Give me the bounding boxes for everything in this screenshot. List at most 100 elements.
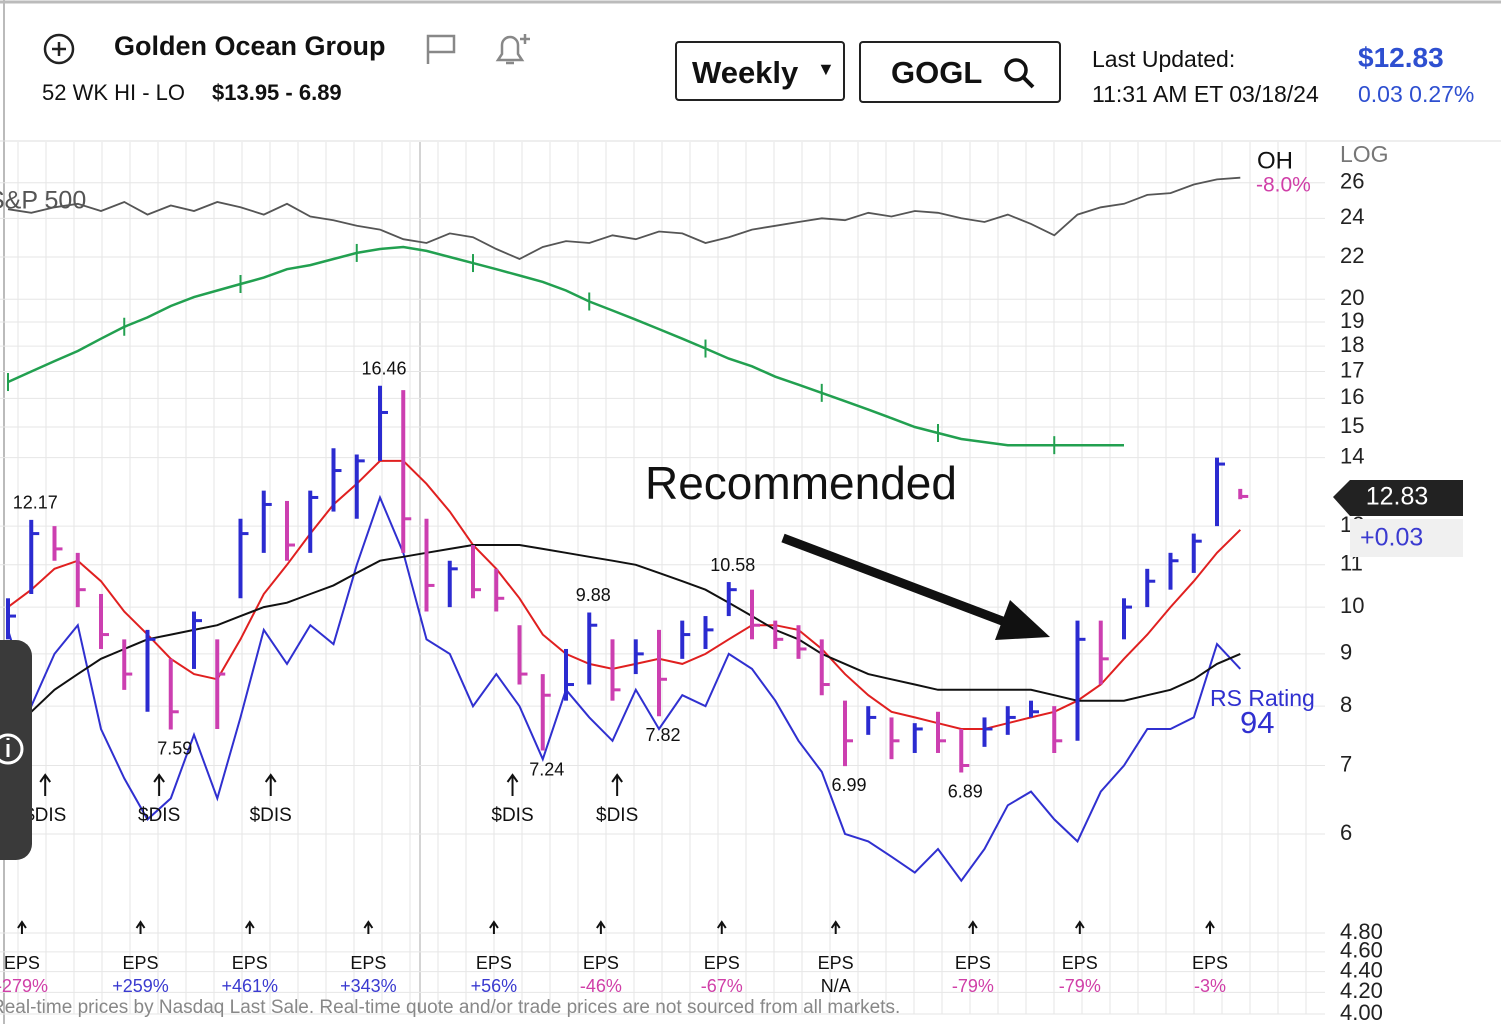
vertical-grid: [0, 142, 1325, 1015]
price-label: 7.24: [529, 759, 564, 779]
y-tick-label: 4.40: [1340, 957, 1383, 982]
earnings-arrow: [244, 920, 255, 934]
y-tick-label: 17: [1340, 357, 1364, 382]
rs-rating: 94: [1240, 705, 1274, 740]
price-change: 0.03 0.27%: [1358, 81, 1475, 107]
price-label: 7.59: [157, 738, 192, 758]
earnings-change: -67%: [701, 976, 743, 996]
y-tick-label: 7: [1340, 751, 1352, 776]
earnings-label: EPS: [955, 953, 991, 973]
dividend-arrow: [153, 773, 165, 796]
price-label: 12.17: [13, 493, 58, 513]
dividend-label: $DIS: [138, 805, 180, 826]
earnings-label: EPS: [123, 953, 159, 973]
rs-line: [7, 494, 1242, 883]
earnings-change: +259%: [112, 976, 169, 996]
side-tab: [0, 640, 32, 860]
earnings-label: EPS: [4, 953, 40, 973]
dropdown-caret: ▼: [817, 59, 835, 79]
y-tick-label: 10: [1340, 593, 1364, 618]
dividend-label: $DIS: [250, 805, 292, 826]
earnings-label: EPS: [476, 953, 512, 973]
earnings-change: -79%: [952, 976, 994, 996]
symbol-search[interactable]: GOGL: [859, 41, 1061, 103]
y-tick-label: 6: [1340, 820, 1352, 845]
y-tick-label: 4.00: [1340, 1000, 1383, 1024]
price-label: 6.89: [948, 781, 983, 801]
dividend-label: $DIS: [596, 805, 638, 826]
price-label: 9.88: [576, 585, 611, 605]
y-tick-label: 4.60: [1340, 938, 1383, 963]
moving-average: [30, 544, 1241, 713]
earnings-label: EPS: [232, 953, 268, 973]
earnings-arrow: [716, 920, 727, 934]
earnings-label: EPS: [583, 953, 619, 973]
earnings-label: EPS: [818, 953, 854, 973]
change-tag-value: +0.03: [1360, 524, 1423, 552]
earnings-change: +56%: [471, 976, 518, 996]
annotation-arrowhead: [995, 600, 1050, 640]
y-tick-label: 15: [1340, 413, 1364, 438]
earnings-change: -46%: [580, 976, 622, 996]
earnings-arrow: [830, 920, 841, 934]
scale-label: LOG: [1340, 141, 1389, 167]
index-name: S&P 500: [0, 187, 86, 215]
dividend-arrow: [611, 773, 623, 796]
price-label: 7.82: [645, 725, 680, 745]
earnings-change: +343%: [340, 976, 397, 996]
dividend-label: $DIS: [491, 805, 533, 826]
annotation-arrow: [781, 533, 1007, 627]
y-tick-label: 19: [1340, 308, 1364, 333]
updated-label: Last Updated:: [1092, 46, 1236, 72]
y-tick-label: 14: [1340, 443, 1364, 468]
earnings-arrow: [1074, 920, 1085, 934]
price-label: 10.58: [710, 555, 755, 575]
earnings-label: EPS: [704, 953, 740, 973]
earnings-arrow: [135, 920, 146, 934]
annotation: Recommended: [645, 457, 957, 509]
symbol: GOGL: [891, 55, 983, 90]
price: $12.83: [1358, 42, 1444, 73]
index-line: [7, 176, 1241, 260]
interval-select[interactable]: Weekly ▼: [675, 41, 845, 101]
range-value: $13.95 - 6.89: [212, 80, 342, 105]
y-tick-label: 24: [1340, 204, 1364, 229]
interval: Weekly: [692, 55, 799, 90]
rs-name: RS Rating: [1210, 685, 1315, 711]
price-tag-value: 12.83: [1366, 483, 1429, 511]
earnings-label: EPS: [350, 953, 386, 973]
earnings-change: N/A: [821, 976, 851, 996]
title: Golden Ocean Group: [114, 31, 386, 61]
flag-icon[interactable]: [424, 32, 458, 71]
footer: Real-time prices by Nasdaq Last Sale. Re…: [0, 997, 900, 1018]
y-tick-label: 8: [1340, 692, 1352, 717]
earnings-change: -279%: [0, 976, 48, 996]
index-change: -8.0%: [1256, 174, 1311, 197]
info-icon: [0, 733, 24, 765]
price-tag: [1333, 480, 1463, 516]
price-label: 16.46: [361, 359, 406, 379]
earnings-arrow: [17, 920, 27, 934]
search-icon: [1004, 58, 1035, 89]
y-tick-label: 16: [1340, 384, 1364, 409]
y-tick-label: 20: [1340, 285, 1364, 310]
add-icon[interactable]: [42, 32, 76, 71]
range-label: 52 WK HI - LO: [42, 80, 186, 105]
earnings-arrow: [489, 920, 499, 934]
alert-icon[interactable]: [492, 30, 534, 73]
plot: 2624222019181716151412111098764.804.604.…: [0, 141, 1463, 1024]
y-tick-label: 26: [1340, 169, 1364, 194]
updated-time: 11:31 AM ET 03/18/24: [1092, 81, 1319, 107]
dividend-arrow: [506, 773, 519, 796]
y-tick-label: 4.80: [1340, 919, 1383, 944]
dividend-arrow: [39, 773, 52, 796]
earnings-label: EPS: [1062, 953, 1098, 973]
earnings-arrow: [968, 920, 978, 934]
y-tick-label: 22: [1340, 243, 1364, 268]
moving-average: [7, 459, 1242, 730]
earnings-change: -79%: [1059, 976, 1101, 996]
index-change-label: OH: [1257, 147, 1293, 174]
